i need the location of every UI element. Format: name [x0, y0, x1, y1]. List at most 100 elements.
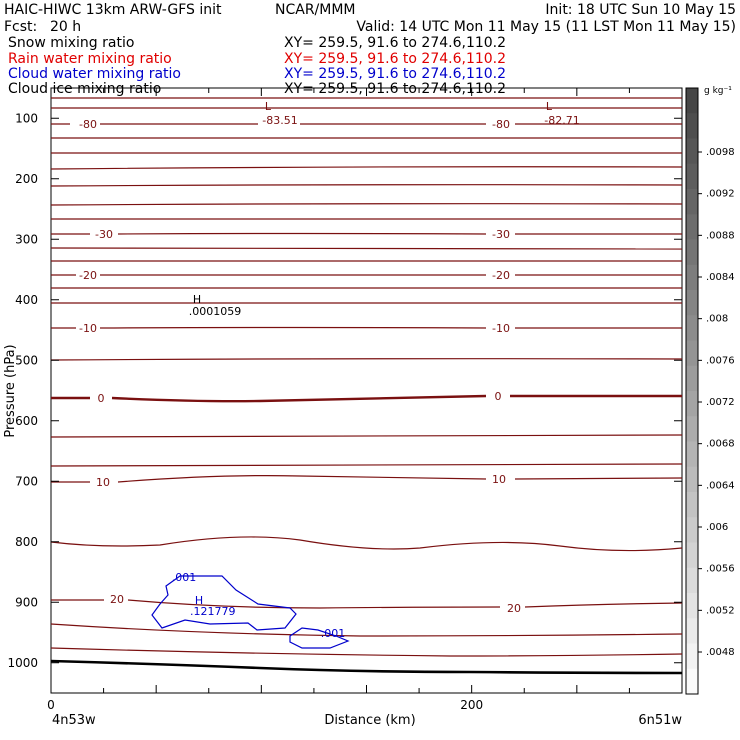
low-marker: L [546, 100, 553, 113]
x-axis-label: Distance (km) [324, 713, 415, 728]
cloud-contour [151, 575, 297, 631]
colorbar-cell [686, 567, 698, 594]
contour-label: 0 [98, 392, 105, 405]
y-tick-label: 400 [15, 293, 38, 307]
field-rain-xy: XY= 259.5, 91.6 to 274.6,110.2 [284, 51, 506, 67]
colorbar-label: .0076 [706, 355, 735, 366]
contour-line [51, 232, 682, 235]
y-tick-label: 300 [15, 232, 38, 246]
colorbar-cell [686, 264, 698, 291]
contour-label: -30 [492, 228, 510, 241]
contour-line [50, 536, 683, 552]
contour-label: 10 [492, 473, 506, 486]
contour-line [50, 647, 683, 657]
contour-label: -20 [492, 269, 510, 282]
low-value: -83.51 [262, 114, 297, 127]
x-tick-label: 0 [47, 698, 55, 712]
field-cloudwater-xy: XY= 259.5, 91.6 to 274.6,110.2 [284, 66, 506, 82]
field-rain-name: Rain water mixing ratio [8, 51, 172, 67]
colorbar-label: .0084 [706, 272, 735, 283]
y-tick-label: 700 [15, 474, 38, 488]
colorbar-cell [686, 290, 698, 316]
terrain-surface [50, 659, 683, 675]
colorbar-label: .0068 [706, 439, 735, 450]
x-right-location: 6n51w [638, 713, 682, 728]
header-title: HAIC-HIWC 13km ARW-GFS init [4, 2, 222, 18]
colorbar-cell [686, 138, 698, 165]
field-cloudwater-name: Cloud water mixing ratio [8, 66, 181, 82]
colorbar-cell [686, 365, 698, 392]
colorbar-cell [686, 542, 698, 569]
contour-label: -20 [79, 269, 97, 282]
colorbar-cell [686, 163, 698, 190]
contour-line [50, 217, 683, 220]
x-axis: 0 200 Distance (km) 4n53w 6n51w [47, 88, 682, 728]
plot-frame [50, 87, 683, 694]
contour-line [50, 166, 683, 170]
colorbar-label: .006 [706, 522, 728, 533]
colorbar-cell [686, 214, 698, 240]
y-tick-label: 600 [15, 414, 38, 428]
cloud-water-contours [151, 575, 350, 649]
colorbar-cell [686, 517, 698, 543]
colorbar-label: .0088 [706, 230, 735, 241]
colorbar-label: .0052 [706, 605, 735, 616]
y-tick-label: 200 [15, 172, 38, 186]
y-tick-label: 800 [15, 535, 38, 549]
contour-line-zero [51, 394, 682, 403]
field-snow-name: Snow mixing ratio [8, 35, 134, 51]
colorbar-label: .0056 [706, 564, 735, 575]
colorbar-frame [685, 87, 699, 695]
colorbar-label: .0072 [706, 397, 735, 408]
y-tick-label: 100 [15, 111, 38, 125]
contour-line [50, 434, 683, 438]
colorbar-cell [686, 88, 698, 114]
field-cloudice-xy: XY= 259.5, 91.6 to 274.6,110.2 [284, 81, 506, 97]
contour-label: -80 [79, 118, 97, 131]
contour-label: -80 [492, 118, 510, 131]
contour-line [50, 247, 683, 250]
x-left-location: 4n53w [52, 713, 96, 728]
colorbar-cell [686, 113, 698, 139]
header-init: Init: 18 UTC Sun 10 May 15 [545, 2, 736, 18]
colorbar-cell [686, 391, 698, 417]
x-tick-label: 200 [460, 698, 483, 712]
contour-label: -10 [79, 322, 97, 335]
header-fcst-value: 20 h [50, 19, 81, 35]
colorbar-cell [686, 441, 698, 468]
contour-label: 0 [495, 390, 502, 403]
cloud-contour [289, 627, 350, 649]
temperature-labels: -80 -80 -30 -30 -20 -20 -10 -10 0 0 10 1… [79, 118, 521, 615]
header: HAIC-HIWC 13km ARW-GFS init NCAR/MMM Ini… [4, 2, 736, 97]
contour-line [50, 623, 683, 637]
y-tick-label: 1000 [7, 656, 38, 670]
colorbar-label: .0098 [706, 147, 735, 158]
contour-label: 10 [96, 476, 110, 489]
contour-label: -30 [95, 228, 113, 241]
field-snow-xy: XY= 259.5, 91.6 to 274.6,110.2 [284, 35, 506, 51]
high-marker: H [193, 293, 201, 306]
colorbar-cell [686, 340, 698, 367]
contour-line [51, 475, 683, 483]
y-tick-label: 900 [15, 595, 38, 609]
contour-line [50, 184, 683, 187]
contour-line [51, 599, 683, 609]
colorbar-cell [686, 668, 698, 695]
cloud-label: .001 [321, 627, 346, 640]
colorbar-label: .008 [706, 314, 728, 325]
contour-line [50, 463, 683, 467]
y-tick-label: 500 [15, 353, 38, 367]
colorbar-cell [686, 593, 698, 619]
header-valid: Valid: 14 UTC Mon 11 May 15 (11 LST Mon … [356, 19, 736, 35]
colorbar-cell [686, 189, 698, 215]
high-marker: H [195, 594, 203, 607]
isotherm-contours [50, 97, 683, 657]
colorbar-cell [686, 239, 698, 266]
low-value: -82.71 [544, 114, 579, 127]
extrema: L -83.51 L -82.71 H .0001059 H .121779 .… [172, 100, 580, 640]
header-fcst-label: Fcst: [4, 19, 37, 35]
field-cloudice-name: Cloud ice mixing ratio [8, 81, 161, 97]
colorbar-cell [686, 315, 698, 341]
